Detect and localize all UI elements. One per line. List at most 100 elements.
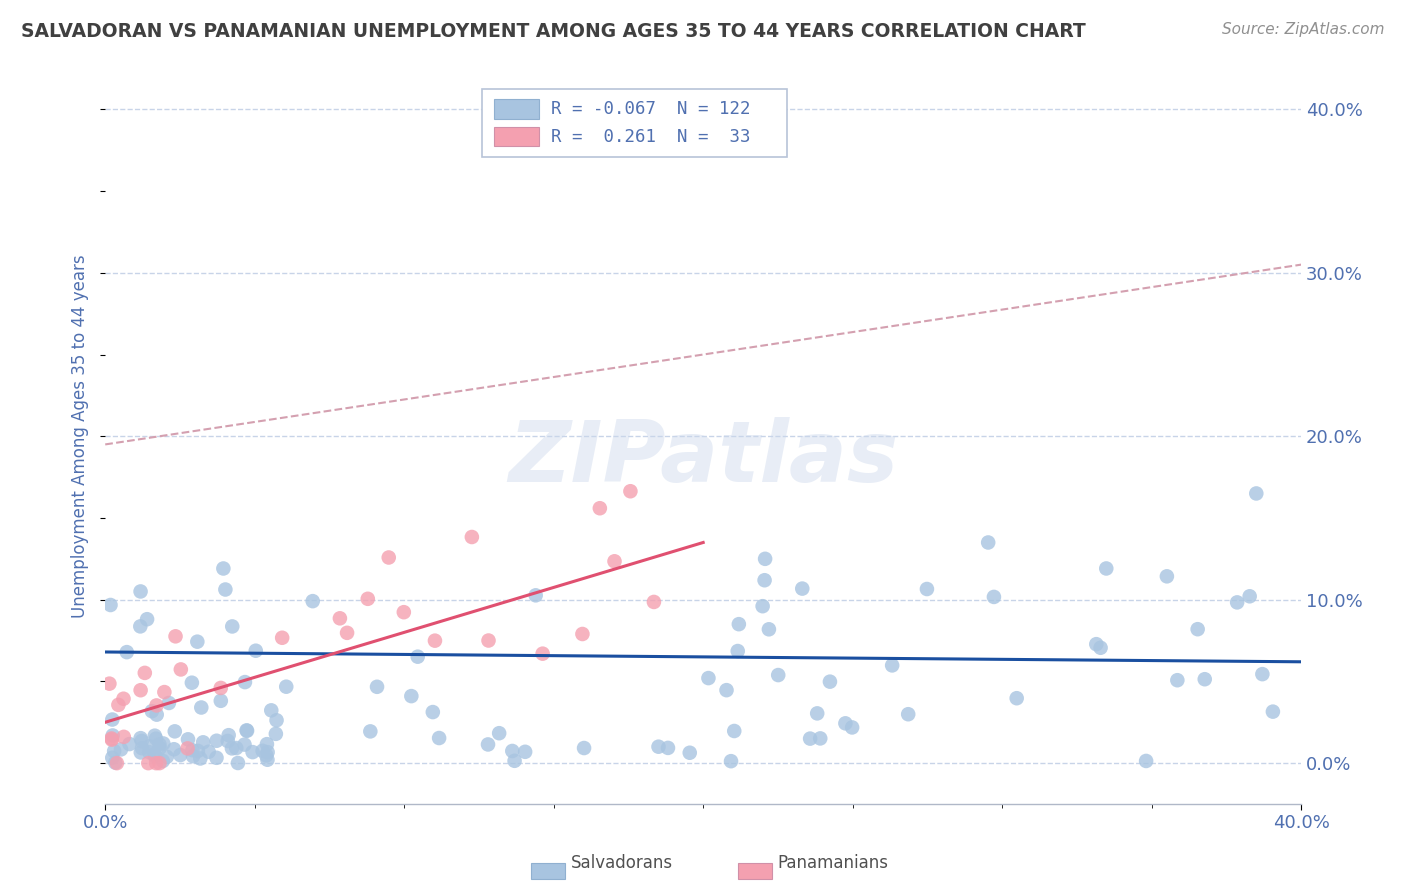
Point bbox=[145, 698, 167, 713]
Point bbox=[572, 741, 595, 756]
Point bbox=[423, 633, 446, 648]
Point bbox=[329, 611, 352, 625]
Point bbox=[131, 741, 153, 756]
Point bbox=[727, 644, 749, 658]
Point bbox=[647, 739, 669, 754]
Point bbox=[754, 573, 776, 587]
Point bbox=[758, 622, 780, 636]
Point bbox=[1166, 673, 1188, 688]
Point bbox=[716, 683, 738, 698]
Point bbox=[153, 685, 176, 699]
Point bbox=[145, 756, 167, 771]
Point bbox=[112, 691, 135, 706]
Point bbox=[256, 745, 278, 759]
Point bbox=[136, 756, 159, 771]
Point bbox=[619, 484, 641, 499]
Point bbox=[110, 742, 132, 756]
Point bbox=[723, 724, 745, 739]
Point bbox=[806, 706, 828, 721]
Point bbox=[818, 674, 841, 689]
Point bbox=[336, 625, 359, 640]
Point bbox=[197, 745, 219, 759]
Text: R =  0.261  N =  33: R = 0.261 N = 33 bbox=[551, 128, 751, 146]
Point bbox=[245, 644, 267, 658]
Point bbox=[104, 756, 127, 770]
Point bbox=[169, 748, 191, 763]
Point bbox=[148, 756, 170, 771]
Point bbox=[103, 744, 125, 758]
Point bbox=[461, 530, 484, 544]
Point bbox=[792, 582, 814, 596]
Point bbox=[799, 731, 821, 746]
Point bbox=[101, 732, 124, 747]
Point bbox=[477, 633, 499, 648]
Point bbox=[808, 731, 831, 746]
Point bbox=[1251, 667, 1274, 681]
Point bbox=[392, 605, 415, 619]
Point bbox=[134, 665, 156, 680]
Point bbox=[697, 671, 720, 685]
Point bbox=[1187, 622, 1209, 636]
Point bbox=[236, 723, 259, 738]
Point bbox=[129, 619, 152, 633]
Point bbox=[129, 584, 152, 599]
Point bbox=[657, 740, 679, 755]
Point bbox=[129, 731, 152, 746]
Point bbox=[531, 647, 554, 661]
Point bbox=[180, 675, 202, 690]
Point bbox=[1246, 486, 1268, 500]
Point bbox=[271, 631, 294, 645]
Point bbox=[176, 741, 198, 756]
Point bbox=[357, 591, 380, 606]
Point bbox=[221, 741, 243, 756]
Point bbox=[679, 746, 702, 760]
Point bbox=[983, 590, 1005, 604]
Point bbox=[1261, 705, 1284, 719]
Point bbox=[129, 683, 152, 698]
Point bbox=[152, 737, 174, 751]
Point bbox=[100, 731, 122, 746]
Point bbox=[218, 728, 240, 742]
Point bbox=[488, 726, 510, 740]
Point bbox=[366, 680, 388, 694]
Point bbox=[276, 680, 298, 694]
Point bbox=[727, 617, 749, 632]
Point bbox=[1005, 691, 1028, 706]
Point bbox=[165, 629, 187, 643]
Point bbox=[143, 749, 166, 764]
Point bbox=[217, 734, 239, 748]
Point bbox=[233, 738, 256, 752]
Point bbox=[401, 689, 423, 703]
Point bbox=[186, 634, 208, 648]
Text: Salvadorans: Salvadorans bbox=[571, 855, 673, 872]
Text: R = -0.067  N = 122: R = -0.067 N = 122 bbox=[551, 100, 751, 118]
Point bbox=[242, 745, 264, 759]
Point bbox=[256, 753, 278, 767]
Point bbox=[214, 582, 236, 597]
Point bbox=[252, 744, 274, 758]
Point bbox=[882, 658, 904, 673]
Point bbox=[188, 751, 211, 765]
Point bbox=[233, 675, 256, 690]
Point bbox=[377, 550, 399, 565]
Point bbox=[209, 681, 232, 695]
Point bbox=[477, 738, 499, 752]
Point bbox=[422, 705, 444, 719]
Point bbox=[143, 747, 166, 762]
Point bbox=[141, 704, 163, 718]
Point bbox=[515, 745, 537, 759]
Point bbox=[1156, 569, 1178, 583]
Point bbox=[915, 582, 938, 596]
Point bbox=[221, 619, 243, 633]
Text: Source: ZipAtlas.com: Source: ZipAtlas.com bbox=[1222, 22, 1385, 37]
FancyBboxPatch shape bbox=[494, 128, 540, 146]
Y-axis label: Unemployment Among Ages 35 to 44 years: Unemployment Among Ages 35 to 44 years bbox=[72, 254, 89, 618]
Point bbox=[98, 676, 121, 690]
Point bbox=[191, 735, 214, 749]
FancyBboxPatch shape bbox=[482, 89, 787, 157]
Point bbox=[143, 729, 166, 743]
Point bbox=[163, 742, 186, 756]
Point bbox=[101, 713, 124, 727]
Point bbox=[115, 645, 138, 659]
Point bbox=[256, 737, 278, 751]
